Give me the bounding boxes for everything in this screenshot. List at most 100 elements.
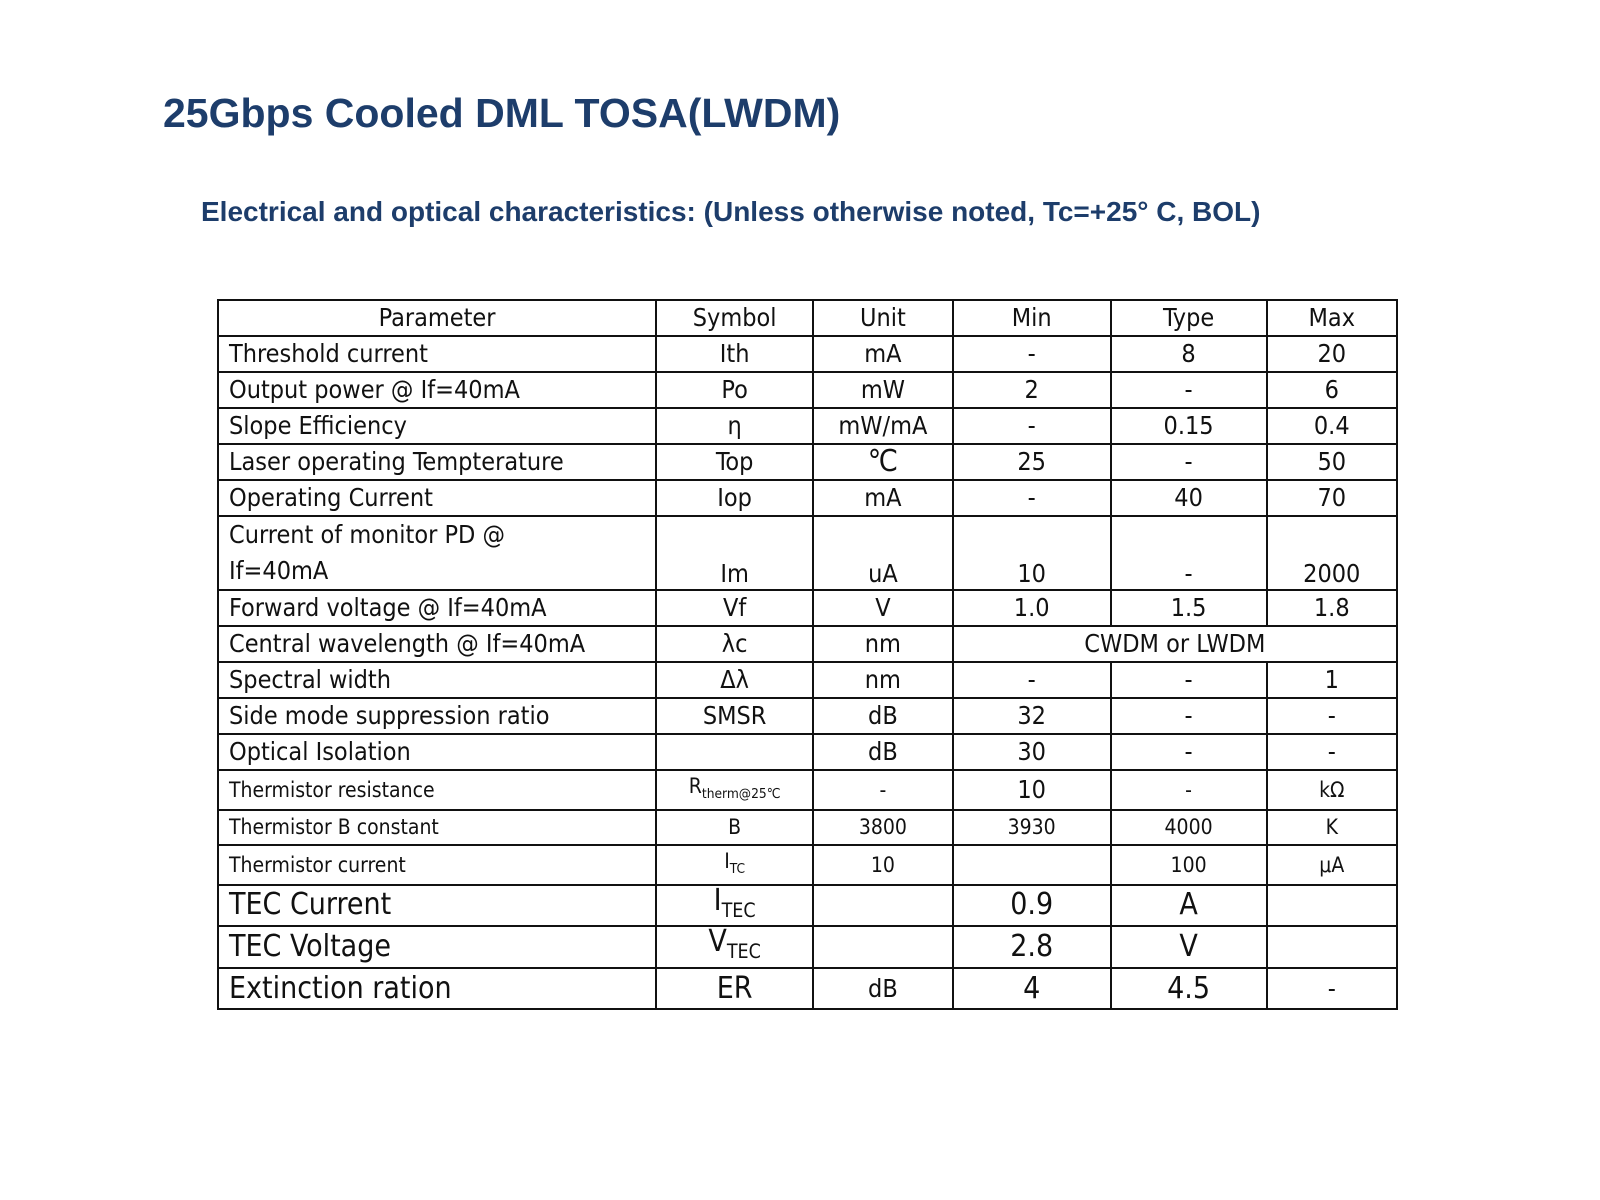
cell: Output power @ If=40mA <box>216 371 658 409</box>
cell: 1.8 <box>1265 589 1399 627</box>
cell: ITC <box>655 843 815 886</box>
cell: 4 <box>951 967 1112 1011</box>
cell <box>951 843 1112 886</box>
cell: - <box>1109 371 1268 409</box>
row: Extinction ration ER dB 4 4.5 - <box>216 967 1399 1011</box>
cell: - <box>812 769 954 811</box>
cell: 70 <box>1265 479 1399 517</box>
cell: SMSR <box>655 697 815 735</box>
symbol: I <box>713 884 722 918</box>
cell <box>655 733 815 771</box>
cell: Thermistor resistance <box>216 769 658 811</box>
row: Threshold current Ith mA - 8 20 <box>216 335 1399 373</box>
cell: Forward voltage @ If=40mA <box>216 589 658 627</box>
cell: TEC Current <box>216 883 658 928</box>
cell: - <box>1109 443 1268 481</box>
row: Optical Isolation dB 30 - - <box>216 733 1399 771</box>
cell: - <box>951 479 1112 517</box>
cell: 30 <box>951 733 1112 771</box>
row: Spectral width Δλ nm - - 1 <box>216 661 1399 699</box>
cell: 40 <box>1109 479 1268 517</box>
cell: - <box>1109 733 1268 771</box>
header-cell: Unit <box>812 299 954 337</box>
cell: - <box>951 407 1112 445</box>
row: Laser operating Tempterature Top ℃ 25 - … <box>216 443 1399 481</box>
cell: Slope Efficiency <box>216 407 658 445</box>
subtitle: Electrical and optical characteristics: … <box>201 196 1261 227</box>
cell: ER <box>655 967 815 1011</box>
cell: μA <box>1265 843 1399 886</box>
header-cell: Symbol <box>655 299 815 337</box>
cell: 50 <box>1265 443 1399 481</box>
row: Central wavelength @ If=40mA λc nm CWDM … <box>216 625 1399 663</box>
row: Output power @ If=40mA Po mW 2 - 6 <box>216 371 1399 409</box>
cell: Vf <box>655 589 815 627</box>
cell: 0.4 <box>1265 407 1399 445</box>
header-cell: Parameter <box>216 299 658 337</box>
row: Thermistor current ITC 10 100 μA <box>216 843 1399 886</box>
cell: Thermistor current <box>216 843 658 886</box>
symbol-sub: TEC <box>726 940 761 964</box>
header-cell: Min <box>951 299 1112 337</box>
cell: η <box>655 407 815 445</box>
cell: - <box>1265 733 1399 771</box>
cell: Δλ <box>655 661 815 699</box>
cell: mA <box>812 335 954 373</box>
cell: V <box>1109 925 1268 970</box>
cell: Rtherm@25℃ <box>655 769 815 811</box>
cell: nm <box>812 661 954 699</box>
cell: 0.9 <box>951 883 1112 928</box>
cell: CWDM or LWDM <box>951 625 1399 663</box>
cell: 32 <box>951 697 1112 735</box>
cell: - <box>1109 697 1268 735</box>
cell: 1 <box>1265 661 1399 699</box>
header-cell: Max <box>1265 299 1399 337</box>
cell: uA <box>812 515 954 591</box>
cell: 2.8 <box>951 925 1112 970</box>
cell: 4000 <box>1109 808 1268 846</box>
symbol-sub: therm@25℃ <box>701 785 781 802</box>
cell: Threshold current <box>216 335 658 373</box>
cell: - <box>1265 697 1399 735</box>
cell: V <box>812 589 954 627</box>
cell: 3930 <box>951 808 1112 846</box>
cell: 2 <box>951 371 1112 409</box>
cell: 3800 <box>812 808 954 846</box>
symbol: V <box>708 926 727 960</box>
cell: 8 <box>1109 335 1268 373</box>
cell-text: Current of monitor PD @ If=40mA <box>229 520 505 585</box>
symbol-sub: TC <box>729 860 746 877</box>
cell: mW <box>812 371 954 409</box>
cell: K <box>1265 808 1399 846</box>
row: TEC Current ITEC 0.9 A <box>216 883 1399 928</box>
cell: 1.0 <box>951 589 1112 627</box>
cell: dB <box>812 967 954 1011</box>
cell: Laser operating Tempterature <box>216 443 658 481</box>
cell: Central wavelength @ If=40mA <box>216 625 658 663</box>
cell: Spectral width <box>216 661 658 699</box>
cell: - <box>1109 769 1268 811</box>
cell: 100 <box>1109 843 1268 886</box>
cell: nm <box>812 625 954 663</box>
cell: λc <box>655 625 815 663</box>
cell: Current of monitor PD @ If=40mA <box>216 515 658 591</box>
row: Forward voltage @ If=40mA Vf V 1.0 1.5 1… <box>216 589 1399 627</box>
cell <box>1265 925 1399 970</box>
cell: - <box>1109 661 1268 699</box>
cell: B <box>655 808 815 846</box>
row: Current of monitor PD @ If=40mA Im uA 10… <box>216 515 1399 591</box>
cell: VTEC <box>655 925 815 970</box>
cell: Optical Isolation <box>216 733 658 771</box>
cell: 2000 <box>1265 515 1399 591</box>
cell: Operating Current <box>216 479 658 517</box>
spec-table: Parameter Symbol Unit Min Type Max Thres… <box>216 299 1399 1011</box>
row: Thermistor resistance Rtherm@25℃ - 10 - … <box>216 769 1399 811</box>
cell: dB <box>812 733 954 771</box>
row: Slope Efficiency η mW/mA - 0.15 0.4 <box>216 407 1399 445</box>
header-row: Parameter Symbol Unit Min Type Max <box>216 299 1399 337</box>
cell: - <box>951 661 1112 699</box>
cell: 10 <box>951 515 1112 591</box>
row: TEC Voltage VTEC 2.8 V <box>216 925 1399 970</box>
cell: 4.5 <box>1109 967 1268 1011</box>
